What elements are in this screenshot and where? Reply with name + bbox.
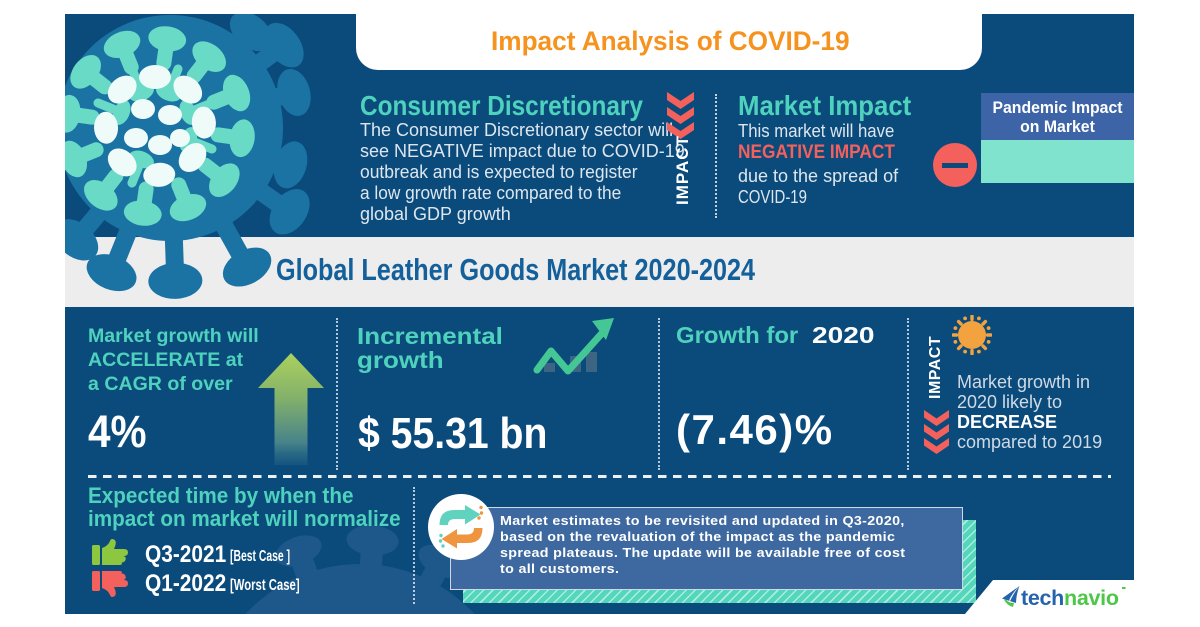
svg-text:technavio: technavio xyxy=(1021,586,1119,609)
